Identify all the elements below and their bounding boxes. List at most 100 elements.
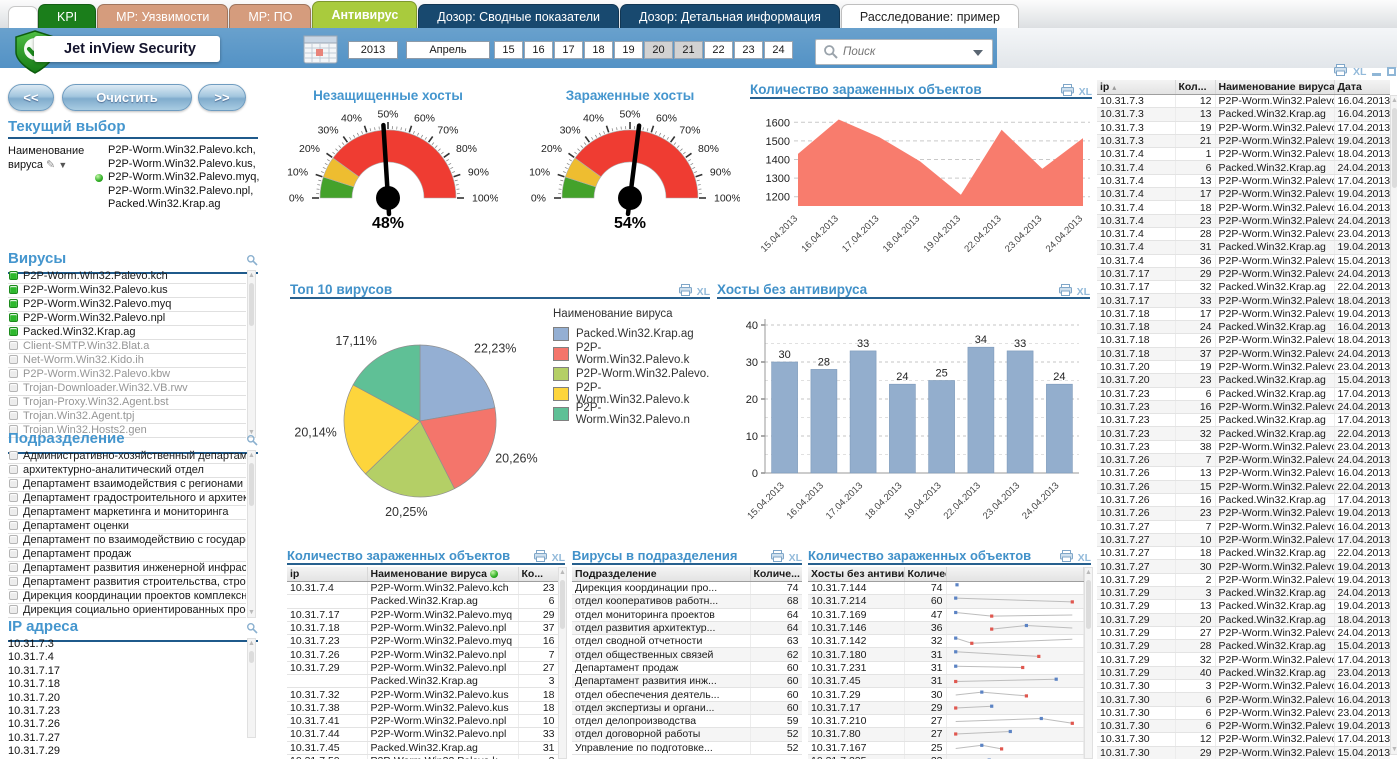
item-10-31-7-3[interactable]: 10.31.7.3: [8, 638, 54, 650]
print-icon[interactable]: [770, 550, 784, 565]
table-row[interactable]: 10.31.7.267P2P-Worm.Win32.Palevo.npl24.0…: [1097, 453, 1390, 468]
table-row[interactable]: 10.31.7.44 P2P-Worm.Win32.Palevo.npl 33: [287, 727, 558, 742]
item-10-31-7-4[interactable]: 10.31.7.4: [8, 651, 54, 664]
hosts-table-scrollbar[interactable]: ▲: [1084, 567, 1093, 759]
table-row[interactable]: отдел экспертизы и органи... 60: [572, 701, 802, 715]
day-cell-20[interactable]: 20: [644, 41, 673, 59]
table-row[interactable]: отдел общественных связей 62: [572, 647, 802, 662]
table-row[interactable]: 10.31.7.18 24 Packed.Win32.Krap.ag 16.04.20…: [1097, 320, 1390, 335]
tab-item-мр-по[interactable]: МР: ПО: [229, 4, 312, 28]
table-row[interactable]: 10.31.7.29 13 Packed.Win32.Krap.ag 19.04.20…: [1097, 599, 1390, 614]
table-row[interactable]: 10.31.7.303P2P-Worm.Win32.Palevo.kch16.0…: [1097, 679, 1390, 694]
print-icon[interactable]: [1060, 84, 1074, 99]
step-back-button[interactable]: <<: [8, 84, 54, 111]
table-row[interactable]: Дирекция координации про... 74: [572, 581, 802, 596]
excel-export-icon[interactable]: XL: [788, 551, 802, 564]
table-row[interactable]: 10.31.7.2927P2P-Worm.Win32.Palevo.npl24.…: [1097, 626, 1390, 641]
table-row[interactable]: отдел делопроизводства 59: [572, 714, 802, 729]
legend-item[interactable]: P2P-Worm.Win32.Palevo.k: [553, 342, 713, 366]
print-icon[interactable]: [533, 550, 547, 565]
table-row[interactable]: Департамент продаж 60: [572, 661, 802, 676]
table-row[interactable]: отдел обеспечения деятель... 60: [572, 687, 802, 702]
search-input[interactable]: [843, 46, 973, 58]
table-row[interactable]: 10.31.7.4 31 Packed.Win32.Krap.ag 19.04.201…: [1097, 240, 1390, 255]
day-cell-24[interactable]: 24: [764, 41, 793, 59]
infected-table-scrollbar[interactable]: ▲: [558, 567, 567, 759]
excel-export-icon[interactable]: XL: [1076, 285, 1090, 298]
item-департамент-продаж[interactable]: Департамент продаж: [8, 548, 246, 562]
tab-item-дозор-сводные-показатели[interactable]: Дозор: Сводные показатели: [418, 4, 620, 28]
print-icon[interactable]: [1059, 550, 1073, 565]
table-row[interactable]: 10.31.7.17 P2P-Worm.Win32.Palevo.myq 29: [287, 608, 558, 622]
item-p2p-worm-win32-palevo-myq[interactable]: P2P-Worm.Win32.Palevo.myq: [8, 298, 246, 312]
table-row[interactable]: отдел мониторинга проектов 64: [572, 608, 802, 622]
table-row[interactable]: Packed.Win32.Krap.ag 3: [287, 674, 558, 689]
table-row[interactable]: 10.31.7.23 25 Packed.Win32.Krap.ag 17.04.20…: [1097, 413, 1390, 428]
day-cell-23[interactable]: 23: [734, 41, 763, 59]
day-cell-16[interactable]: 16: [524, 41, 553, 59]
table-row[interactable]: 10.31.7.169 47: [808, 608, 1084, 622]
year-selector[interactable]: 2013: [348, 41, 398, 59]
table-row[interactable]: 10.31.7.27 18 Packed.Win32.Krap.ag 22.04.20…: [1097, 546, 1390, 561]
item-client-smtp-win32-blat-a[interactable]: Client-SMTP.Win32.Blat.a: [8, 340, 246, 354]
eraser-icon[interactable]: ✎: [46, 159, 56, 171]
table-row[interactable]: 10.31.7.22523: [808, 754, 1084, 759]
item-дирекция-координации-проектов-комплексн[interactable]: Дирекция координации проектов комплексн …: [8, 590, 246, 604]
table-row[interactable]: 10.31.7.26 16 Packed.Win32.Krap.ag 17.04.20…: [1097, 493, 1390, 508]
detail-table-scrollbar[interactable]: ▲ ▼: [1390, 95, 1397, 755]
table-row[interactable]: 10.31.7.418P2P-Worm.Win32.Palevo.npl16.0…: [1097, 200, 1390, 215]
day-cell-18[interactable]: 18: [584, 41, 613, 59]
day-cell-21[interactable]: 21: [674, 41, 703, 59]
item-департамент-взаимодействия-с-регионами[interactable]: Департамент взаимодействия с регионами: [8, 478, 246, 492]
table-row[interactable]: 10.31.7.32 P2P-Worm.Win32.Palevo.kus 18: [287, 687, 558, 702]
col-header-count[interactable]: Ко...: [518, 567, 558, 582]
table-row[interactable]: Управление по подготовке... 52: [572, 741, 802, 755]
table-row[interactable]: 10.31.7.2338P2P-Worm.Win32.Palevo.kus23.…: [1097, 440, 1390, 455]
table-row[interactable]: Департамент развития инж... 60: [572, 674, 802, 689]
excel-export-icon[interactable]: XL: [551, 551, 565, 564]
tab-item-расследование-пример[interactable]: Расследование: пример: [840, 4, 1019, 28]
col-header-virus[interactable]: Наименование вируса: [367, 567, 519, 582]
print-icon[interactable]: [678, 284, 692, 299]
table-row[interactable]: 10.31.7.41P2P-Worm.Win32.Palevo.kch18.04…: [1097, 147, 1390, 162]
item-10-31-7-26[interactable]: 10.31.7.26: [8, 718, 60, 731]
item-10-31-7-17[interactable]: 10.31.7.17: [8, 664, 60, 677]
table-row[interactable]: 10.31.7.4 P2P-Worm.Win32.Palevo.kch 23: [287, 581, 558, 596]
table-row[interactable]: 10.31.7.144 74: [808, 581, 1084, 596]
table-row[interactable]: 10.31.7.26 P2P-Worm.Win32.Palevo.npl 7: [287, 647, 558, 662]
tab-item-мр-уязвимости[interactable]: МР: Уязвимости: [97, 4, 229, 28]
table-row[interactable]: 10.31.7.2019P2P-Worm.Win32.Palevo.npl23.…: [1097, 360, 1390, 375]
print-icon[interactable]: [1334, 64, 1347, 79]
table-row[interactable]: 10.31.7.2710P2P-Worm.Win32.Palevo.kch17.…: [1097, 533, 1390, 548]
table-row[interactable]: 10.31.7.231 31: [808, 661, 1084, 676]
table-row[interactable]: 10.31.7.2615P2P-Worm.Win32.Palevo.npl22.…: [1097, 480, 1390, 494]
item-p2p-worm-win32-palevo-kus[interactable]: P2P-Worm.Win32.Palevo.kus: [8, 284, 246, 298]
item-департамент-по-взаимодействию-с-государс[interactable]: Департамент по взаимодействию с государс…: [8, 534, 246, 548]
table-row[interactable]: 10.31.7.17 32 Packed.Win32.Krap.ag 22.04.20…: [1097, 280, 1390, 295]
table-row[interactable]: 10.31.7.142 32: [808, 634, 1084, 649]
item-net-worm-win32-kido-ih[interactable]: Net-Worm.Win32.Kido.ih: [8, 354, 246, 368]
item-10-31-7-27[interactable]: 10.31.7.27: [8, 731, 60, 744]
excel-export-icon[interactable]: XL: [696, 285, 710, 298]
item-департамент-развития-инженерной-инфрас[interactable]: Департамент развития инженерной инфрас..…: [8, 562, 246, 576]
table-row[interactable]: 10.31.7.146 36: [808, 621, 1084, 636]
excel-export-icon[interactable]: XL: [1077, 551, 1091, 564]
maximize-icon[interactable]: [1387, 67, 1397, 76]
item-департамент-маркетинга-и-мониторинга[interactable]: Департамент маркетинга и мониторинга: [8, 506, 246, 520]
item-10-31-7-20[interactable]: 10.31.7.20: [8, 691, 60, 704]
table-row[interactable]: отдел договорной работы 52: [572, 727, 802, 742]
table-row[interactable]: 10.31.7.167 25: [808, 741, 1084, 755]
table-row[interactable]: 10.31.7.417P2P-Worm.Win32.Palevo.kch19.0…: [1097, 187, 1390, 202]
table-row[interactable]: 10.31.7.423P2P-Worm.Win32.Palevo.kch24.0…: [1097, 214, 1390, 228]
ip-list-scrollbar[interactable]: ▲: [247, 638, 256, 738]
item-департамент-градостроительного-и-архитек[interactable]: Департамент градостроительного и архитек…: [8, 492, 246, 506]
table-row[interactable]: 10.31.7.23 6 Packed.Win32.Krap.ag 17.04.201…: [1097, 387, 1390, 401]
item-департамент-развития-строительства-строи[interactable]: Департамент развития строительства, стро…: [8, 576, 246, 590]
item-архитектурно-аналитический-отдел[interactable]: архитектурно-аналитический отдел: [8, 464, 246, 478]
item-p2p-worm-win32-palevo-npl[interactable]: P2P-Worm.Win32.Palevo.npl: [8, 312, 246, 326]
search-icon[interactable]: [246, 621, 258, 638]
tab-item-kpi[interactable]: KPI: [38, 4, 97, 28]
table-row[interactable]: 10.31.7.23 32 Packed.Win32.Krap.ag 22.04.20…: [1097, 426, 1390, 441]
